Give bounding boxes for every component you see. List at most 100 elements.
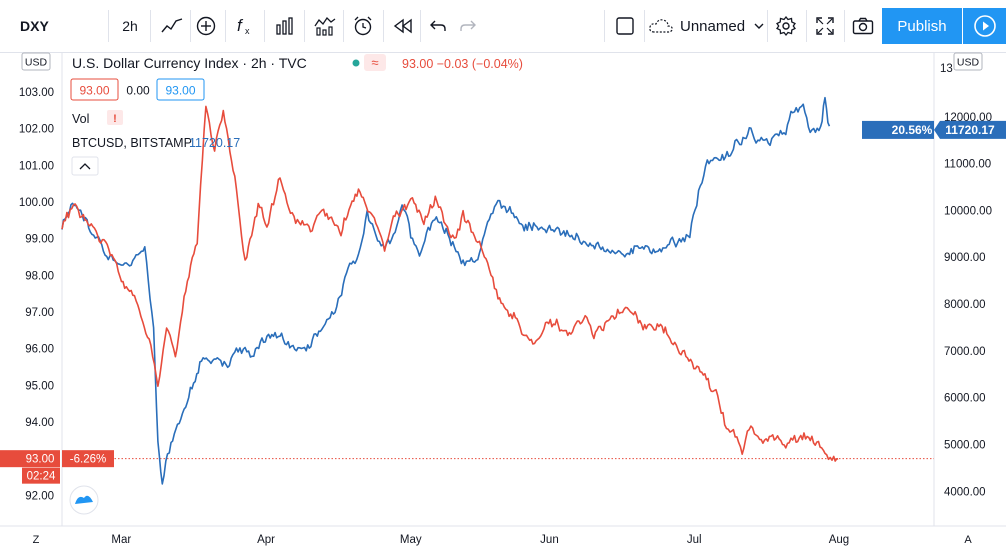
ask-box[interactable]	[156, 78, 205, 101]
settings-button[interactable]	[769, 10, 803, 42]
compare-series-value: 11720.17	[189, 136, 240, 150]
publish-button[interactable]: Publish	[882, 8, 962, 44]
chart-style-button[interactable]	[154, 10, 190, 42]
rewind-icon	[393, 18, 412, 34]
fullscreen-icon	[816, 17, 834, 35]
dxy-series-line	[61, 105, 839, 462]
btc-percent-text: 20.56%	[892, 123, 933, 137]
fullscreen-layout-button[interactable]	[608, 10, 642, 42]
volume-warning-badge[interactable]	[107, 110, 123, 125]
dxy-price-text: 93.00	[26, 454, 55, 466]
main-series-change: 93.00 −0.03 (−0.04%)	[402, 57, 523, 71]
right-price-axis[interactable]: 4000.00 5000.00 6000.00 7000.00 8000.00 9000.…	[944, 112, 992, 498]
undo-button[interactable]	[424, 10, 452, 42]
left-tick-label-8: 100.00	[19, 197, 54, 209]
layout-name-button[interactable]: Unnamed	[648, 10, 766, 42]
bid-value: 93.00	[79, 84, 109, 98]
right-tick-label-2: 6000.00	[944, 393, 986, 405]
time-axis[interactable]: Mar Apr May Jun Jul Aug	[111, 534, 849, 546]
chevron-down-icon	[754, 23, 764, 29]
time-tick-label-4: Jul	[687, 534, 702, 546]
bar-countdown-label	[22, 467, 60, 484]
undo-icon	[430, 20, 446, 31]
time-tick-label-1: Apr	[257, 534, 275, 546]
bid-box[interactable]	[70, 78, 119, 101]
right-currency-label: USD	[957, 57, 980, 69]
line-chart-icon	[161, 18, 183, 33]
compare-series-label: BTCUSD, BITSTAMP	[72, 136, 192, 150]
camera-icon	[852, 17, 874, 35]
left-tick-label-2: 94.00	[25, 417, 54, 429]
time-tick-label-2: May	[400, 534, 422, 546]
gear-icon	[776, 15, 796, 37]
redo-button[interactable]	[454, 10, 482, 42]
right-currency-box[interactable]	[953, 52, 983, 71]
snapshot-button[interactable]	[846, 10, 880, 42]
dxy-price-label	[0, 450, 60, 468]
chevron-up-icon	[79, 163, 91, 170]
time-tick-label-0: Mar	[111, 534, 131, 546]
market-status-dot	[352, 59, 360, 67]
right-tick-label-5: 9000.00	[944, 252, 986, 264]
btc-price-label	[934, 120, 1006, 139]
square-icon	[616, 17, 634, 35]
warning-icon: !	[113, 113, 117, 125]
alarm-clock-icon	[354, 16, 372, 36]
bar-chart-icon	[276, 17, 293, 35]
svg-text:f: f	[237, 16, 244, 35]
left-tick-label-9: 101.00	[19, 160, 54, 172]
left-tick-label-7: 99.00	[25, 234, 54, 246]
legend-collapse-button[interactable]	[71, 156, 99, 176]
spread-value: 0.00	[126, 84, 150, 98]
svg-text:x: x	[245, 26, 250, 36]
symbol-search-button[interactable]: DXY	[20, 18, 49, 34]
dxy-percent-label	[62, 450, 114, 468]
time-tick-label-3: Jun	[540, 534, 559, 546]
chart-canvas[interactable]: 92.00 93.00 94.00 95.00 96.00 97.00 98.00 99.00…	[0, 52, 1006, 554]
volume-label: Vol	[72, 112, 89, 126]
tradingview-logo-icon	[75, 495, 93, 504]
interval-button[interactable]: 2h	[122, 18, 138, 34]
cloud-icon	[649, 19, 673, 33]
btc-percent-label	[862, 120, 934, 139]
main-series-title: U.S. Dollar Currency Index · 2h · TVC	[72, 55, 307, 71]
bar-countdown-text: 02:24	[27, 471, 56, 483]
right-tick-label-7: 11000.00	[944, 159, 991, 171]
left-tick-label-0: 92.00	[25, 490, 54, 502]
right-tick-label-6: 10000.00	[944, 205, 992, 217]
right-tick-label-0: 4000.00	[944, 486, 986, 498]
right-tick-label-8: 12000.00	[944, 112, 992, 124]
fullscreen-button[interactable]	[808, 10, 842, 42]
financials-button[interactable]	[268, 10, 302, 42]
btc-price-text: 11720.17	[945, 123, 995, 137]
layout-name: Unnamed	[680, 17, 746, 35]
right-tick-label-4: 8000.00	[944, 299, 986, 311]
data-status-badge[interactable]	[364, 54, 386, 71]
left-tick-label-5: 97.00	[25, 307, 54, 319]
dxy-percent-text: -6.26%	[70, 454, 106, 466]
replay-button[interactable]	[386, 10, 420, 42]
left-tick-label-11: 103.00	[19, 87, 54, 99]
right-tick-label-3: 7000.00	[944, 346, 986, 358]
time-tick-label-5: Aug	[829, 534, 849, 546]
left-price-axis[interactable]: 92.00 93.00 94.00 95.00 96.00 97.00 98.00 99.00…	[19, 87, 54, 502]
templates-button[interactable]	[308, 10, 342, 42]
left-currency-box[interactable]	[21, 52, 51, 71]
play-button[interactable]	[963, 8, 1006, 44]
compare-button[interactable]	[190, 10, 222, 42]
left-tick-label-10: 102.00	[19, 124, 54, 136]
btc-series-line	[61, 96, 831, 485]
left-tick-label-6: 98.00	[25, 270, 54, 282]
left-currency-label: USD	[25, 57, 48, 69]
right-tick-label-1: 5000.00	[944, 439, 986, 451]
left-axis-mode-button[interactable]: Z	[33, 534, 40, 546]
plus-circle-icon	[196, 16, 216, 36]
play-circle-icon	[973, 15, 996, 37]
right-axis-mode-button[interactable]: A	[964, 534, 972, 546]
left-tick-label-4: 96.00	[25, 344, 54, 356]
alert-button[interactable]	[346, 10, 380, 42]
templates-icon	[314, 16, 336, 36]
